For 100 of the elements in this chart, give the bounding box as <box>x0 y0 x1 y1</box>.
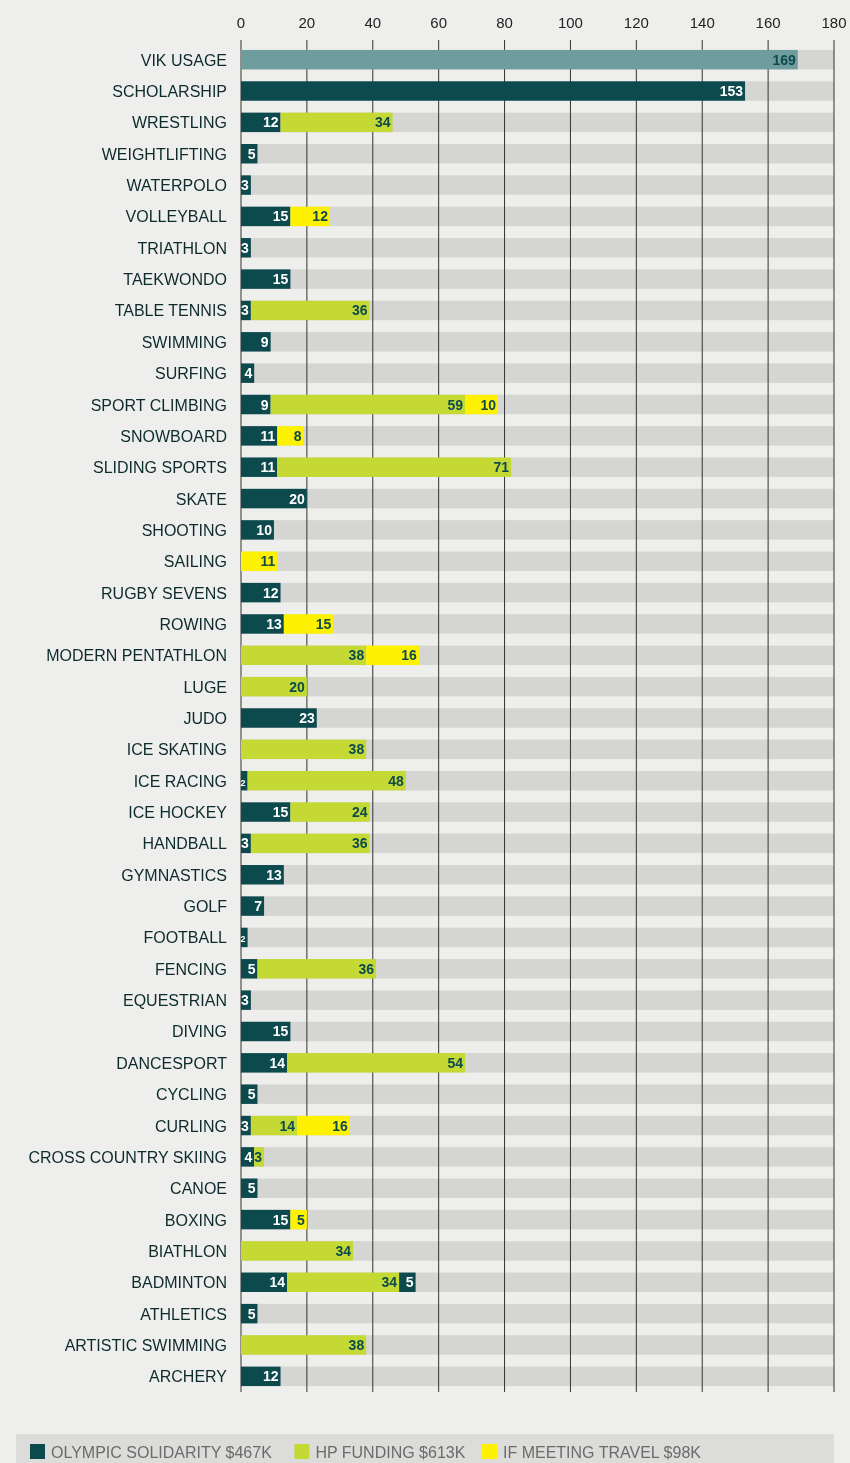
bar <box>257 959 377 979</box>
data-label: 15 <box>272 804 289 821</box>
data-label: 7 <box>254 898 263 915</box>
y-tick-label: ICE RACING <box>133 772 227 790</box>
bar <box>241 1053 288 1073</box>
data-label: 36 <box>351 835 368 852</box>
data-label: 5 <box>247 145 256 162</box>
data-label: 71 <box>493 459 510 476</box>
bar <box>241 332 271 352</box>
bar <box>290 802 370 822</box>
y-tick-label: FENCING <box>155 960 227 978</box>
data-label: 15 <box>272 208 289 225</box>
y-tick-label: VIK USAGE <box>140 51 227 69</box>
data-label: 153 <box>719 83 744 100</box>
data-label: 34 <box>381 1274 398 1291</box>
data-label: 2 <box>240 777 246 788</box>
bar <box>277 426 304 446</box>
data-label: 3 <box>254 1148 263 1165</box>
bar <box>250 833 370 854</box>
data-label: 48 <box>388 772 404 789</box>
bar <box>287 1272 400 1292</box>
bar <box>280 112 393 133</box>
bar <box>241 708 317 728</box>
y-tick-label: CANOE <box>170 1180 227 1198</box>
bar <box>241 426 278 446</box>
data-label: 5 <box>405 1274 414 1291</box>
x-tick-label: 120 <box>623 14 649 31</box>
data-label: 15 <box>315 615 332 632</box>
data-label: 38 <box>348 741 365 758</box>
data-label: 9 <box>260 396 269 413</box>
bar <box>241 269 291 289</box>
x-tick-label: 20 <box>298 14 316 31</box>
y-tick-label: SKATE <box>175 490 227 508</box>
data-label: 3 <box>241 835 250 852</box>
bar <box>241 896 265 916</box>
y-tick-label: HANDBALL <box>142 835 228 853</box>
y-tick-label: ICE SKATING <box>126 741 227 759</box>
data-label: 4 <box>244 365 253 382</box>
x-tick-label: 100 <box>557 14 583 31</box>
y-tick-label: ROWING <box>159 615 227 633</box>
y-tick-label: SPORT CLIMBING <box>90 396 227 414</box>
data-label: 16 <box>332 1117 348 1134</box>
bar <box>241 614 284 634</box>
x-tick-label: 0 <box>236 14 246 31</box>
bar <box>241 457 278 477</box>
y-tick-label: WATERPOLO <box>126 177 227 195</box>
x-tick-label: 180 <box>821 14 847 31</box>
y-tick-label: RUGBY SEVENS <box>101 584 227 602</box>
data-label: 24 <box>351 804 368 821</box>
bar <box>250 300 370 321</box>
data-label: 10 <box>256 521 273 538</box>
data-label: 13 <box>266 615 283 632</box>
bar <box>241 1241 354 1261</box>
data-label: 2 <box>240 934 246 945</box>
y-tick-label: GOLF <box>183 898 228 916</box>
bar <box>241 1335 367 1355</box>
data-label: 34 <box>374 114 391 131</box>
y-tick-label: BOXING <box>164 1211 227 1229</box>
data-label: 34 <box>335 1242 352 1259</box>
data-label: 20 <box>289 678 306 695</box>
data-label: 59 <box>447 396 464 413</box>
y-tick-label: TAEKWONDO <box>123 271 227 289</box>
y-tick-label: DIVING <box>171 1023 227 1041</box>
y-tick-label: WEIGHTLIFTING <box>101 145 227 163</box>
data-label: 5 <box>247 1305 256 1322</box>
y-tick-label: VOLLEYBALL <box>125 208 228 226</box>
data-label: 9 <box>260 333 269 350</box>
data-label: 12 <box>262 1368 279 1385</box>
y-tick-label: WRESTLING <box>131 114 227 132</box>
data-label: 13 <box>266 866 283 883</box>
y-tick-label: EQUESTRIAN <box>122 992 227 1010</box>
data-label: 4 <box>244 1148 253 1165</box>
y-tick-label: CURLING <box>154 1117 227 1135</box>
x-tick-label: 140 <box>689 14 715 31</box>
bar <box>283 614 334 634</box>
y-tick-label: ATHLETICS <box>140 1305 227 1323</box>
y-tick-label: CROSS COUNTRY SKIING <box>28 1148 227 1166</box>
bar <box>241 739 367 760</box>
legend-label: OLYMPIC SOLIDARITY $467K <box>51 1444 273 1461</box>
y-tick-label: LUGE <box>183 678 227 696</box>
y-tick-label: SWIMMING <box>141 333 227 351</box>
data-label: 5 <box>297 1211 306 1228</box>
x-tick-label: 60 <box>430 14 448 31</box>
data-label: 11 <box>260 459 276 476</box>
data-label: 38 <box>348 647 365 664</box>
data-label: 23 <box>299 710 315 726</box>
y-tick-label: SAILING <box>163 553 227 571</box>
y-tick-label: BIATHLON <box>148 1242 227 1260</box>
data-label: 3 <box>241 302 250 319</box>
y-tick-label: ARTISTIC SWIMMING <box>64 1336 227 1354</box>
y-tick-label: FOOTBALL <box>143 929 228 947</box>
data-label: 10 <box>480 396 497 413</box>
y-tick-label: SLIDING SPORTS <box>93 459 227 477</box>
data-label: 15 <box>272 271 289 288</box>
y-tick-label: BADMINTON <box>131 1274 227 1292</box>
data-label: 14 <box>269 1054 286 1071</box>
y-tick-label: SURFING <box>155 365 227 383</box>
y-tick-label: GYMNASTICS <box>121 866 227 884</box>
bar <box>287 1053 466 1073</box>
data-label: 12 <box>262 584 279 601</box>
